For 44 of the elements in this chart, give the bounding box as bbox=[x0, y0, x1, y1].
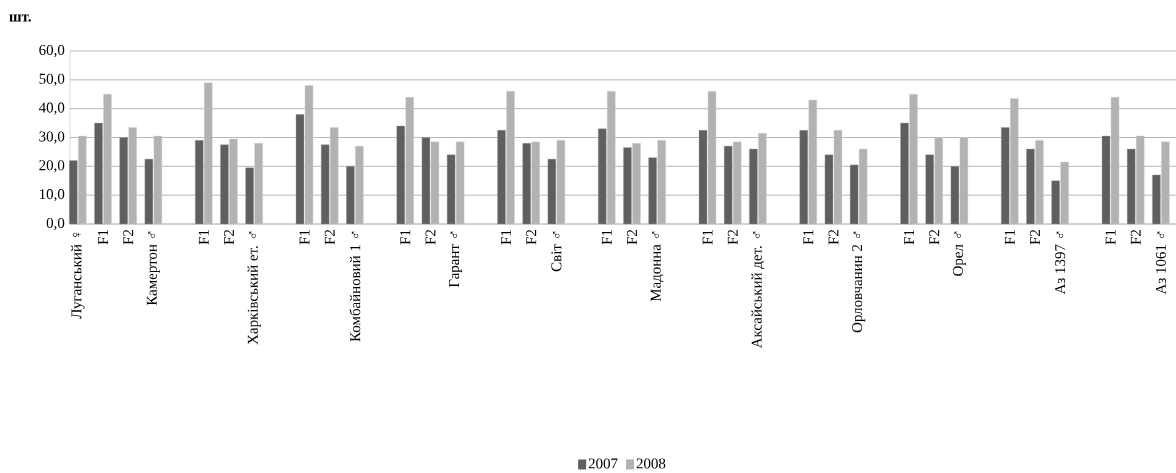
x-tick-label: F2 bbox=[526, 230, 537, 245]
y-tick-label: 30,0 bbox=[39, 131, 65, 144]
x-tick-label: F2 bbox=[324, 230, 335, 245]
y-tick-label: 60,0 bbox=[39, 44, 65, 58]
x-tick-label: Харківський ет. ♂ bbox=[247, 231, 261, 345]
x-tick-label: F1 bbox=[601, 230, 612, 245]
x-tick-label: Комбайновий 1 ♂ bbox=[349, 231, 361, 342]
x-tick-label: F1 bbox=[501, 230, 511, 245]
x-tick-label: Камертон ♂ bbox=[146, 231, 160, 306]
x-tick-label: F1 bbox=[803, 230, 814, 245]
x-tick-label: Аксайський дет. ♂ bbox=[751, 231, 765, 349]
x-tick-label: F2 bbox=[425, 230, 436, 245]
x-tick-label: Аз 1397 ♂ bbox=[1055, 231, 1066, 295]
x-tick-label: F1 bbox=[198, 230, 209, 245]
x-tick-label: F1 bbox=[299, 230, 310, 245]
x-tick-label: F2 bbox=[727, 230, 738, 245]
x-tick-label: F2 bbox=[123, 230, 134, 245]
x-tick-label: F2 bbox=[627, 230, 637, 245]
y-tick-label: 50,0 bbox=[39, 73, 65, 86]
x-tick-label: F2 bbox=[828, 230, 839, 245]
x-tick-label: F2 bbox=[223, 230, 234, 245]
x-tick-label: F1 bbox=[1105, 230, 1116, 245]
y-axis-title: шт. bbox=[9, 14, 31, 22]
x-tick-label: F1 bbox=[702, 230, 713, 245]
y-tick-label: 20,0 bbox=[39, 160, 65, 173]
legend-label: 2007 bbox=[588, 458, 618, 469]
x-tick-label: F1 bbox=[98, 230, 108, 245]
x-tick-label: F1 bbox=[400, 230, 411, 245]
x-tick-label: Луганський ♀ bbox=[71, 232, 85, 319]
x-tick-label: F2 bbox=[1030, 230, 1040, 245]
x-tick-label: Світ ♂ bbox=[551, 231, 562, 272]
x-tick-label: F2 bbox=[1130, 230, 1141, 245]
x-tick-label: Орловчанин 2 ♂ bbox=[852, 231, 866, 333]
x-tick-label: Мадонна ♂ bbox=[650, 231, 664, 302]
x-tick-label: F1 bbox=[904, 230, 914, 245]
x-tick-label: F2 bbox=[929, 230, 940, 245]
y-tick-label: 10,0 bbox=[39, 189, 65, 202]
y-tick-label: 40,0 bbox=[38, 102, 65, 115]
legend-label: 2008 bbox=[636, 458, 666, 469]
x-tick-label: Орел ♂ bbox=[952, 231, 966, 276]
x-tick-label: Аз 1061 ♂ bbox=[1155, 231, 1166, 295]
x-tick-label: F1 bbox=[1004, 230, 1015, 245]
y-tick-label: 0,0 bbox=[46, 217, 65, 231]
x-tick-label: Гарант ♂ bbox=[449, 231, 463, 288]
